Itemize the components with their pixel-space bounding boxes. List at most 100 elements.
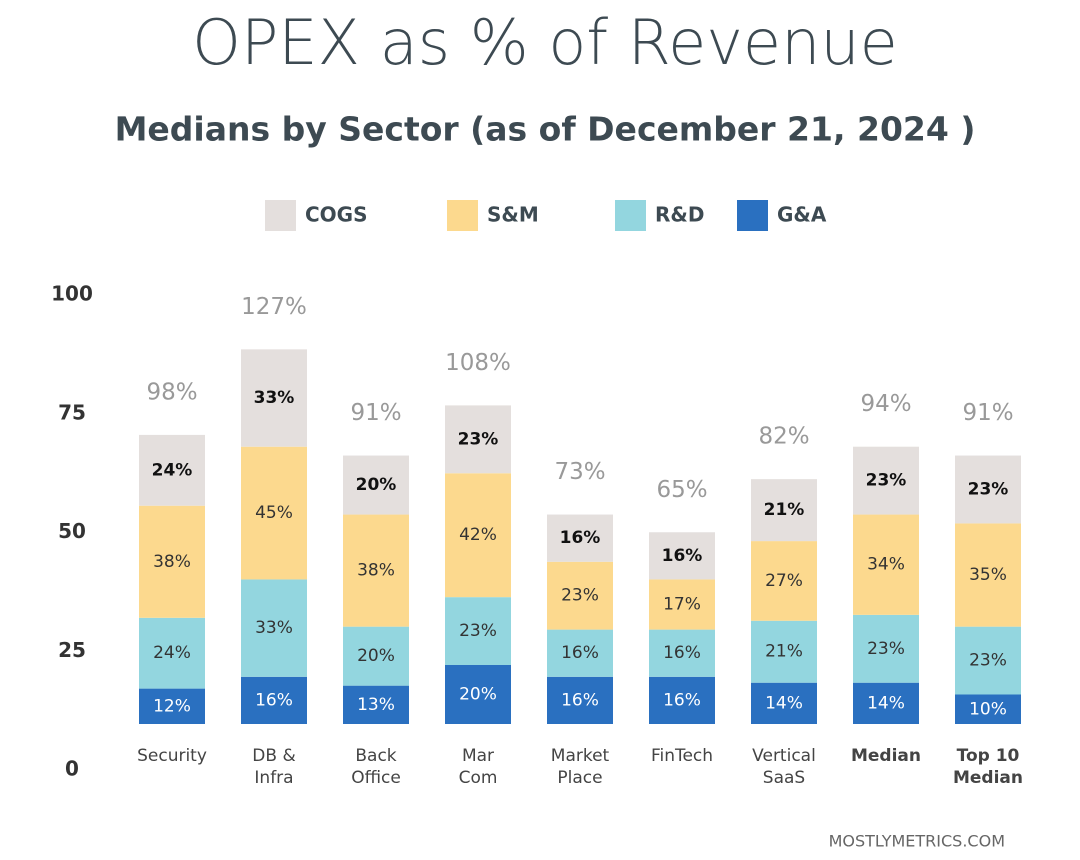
data-label: 23%	[866, 471, 907, 491]
data-label: 17%	[663, 595, 701, 615]
data-label: 35%	[969, 565, 1007, 585]
bar-segment	[751, 682, 817, 724]
data-label: 16%	[560, 528, 601, 548]
data-label: 23%	[561, 586, 599, 606]
total-label: 94%	[860, 391, 911, 417]
bar-segment	[241, 676, 307, 724]
data-label: 34%	[867, 555, 905, 575]
x-tick-label: Office	[351, 768, 401, 788]
legend-label: COGS	[305, 203, 368, 227]
bar-segment	[343, 514, 409, 627]
total-label: 127%	[241, 294, 307, 320]
data-label: 16%	[561, 690, 599, 710]
legend-label: S&M	[487, 203, 539, 227]
bar-segment	[343, 455, 409, 515]
bar-segment	[139, 505, 205, 618]
bar-segment	[751, 620, 817, 683]
x-tick-label: Mar	[462, 746, 494, 766]
y-tick-label: 0	[65, 757, 79, 781]
bar-segment	[955, 523, 1021, 627]
data-label: 20%	[357, 646, 395, 666]
bar-segment	[445, 665, 511, 724]
total-label: 65%	[656, 477, 707, 503]
data-label: 16%	[663, 643, 701, 663]
bar-segment	[955, 455, 1021, 524]
bar-segment	[853, 682, 919, 724]
total-label: 91%	[962, 400, 1013, 426]
data-label: 14%	[867, 693, 905, 713]
data-label: 10%	[969, 699, 1007, 719]
data-label: 23%	[969, 651, 1007, 671]
bar-segment	[853, 514, 919, 615]
data-label: 23%	[458, 429, 499, 449]
data-label: 45%	[255, 503, 293, 523]
x-tick-label: Median	[953, 768, 1023, 788]
bar-segment	[853, 446, 919, 515]
data-label: 16%	[662, 546, 703, 566]
bar-segment	[139, 434, 205, 506]
bar-segment	[649, 579, 715, 630]
x-tick-label: Infra	[254, 768, 293, 788]
x-tick-label: Place	[557, 768, 602, 788]
total-label: 73%	[554, 459, 605, 485]
data-label: 24%	[153, 643, 191, 663]
bar-segment	[649, 676, 715, 724]
total-label: 108%	[445, 350, 511, 376]
bar-segment	[547, 514, 613, 562]
bar-segment	[139, 688, 205, 724]
x-tick-label: Median	[851, 746, 921, 766]
x-tick-label: FinTech	[651, 746, 713, 766]
y-tick-label: 25	[58, 638, 86, 662]
bar-segment	[751, 479, 817, 542]
bar-segment	[139, 617, 205, 689]
bar-segment	[853, 614, 919, 683]
bar-segment	[445, 473, 511, 598]
bar-segment	[649, 629, 715, 677]
y-tick-label: 100	[51, 282, 93, 306]
data-label: 16%	[255, 690, 293, 710]
y-tick-label: 50	[58, 519, 86, 543]
legend-swatch	[737, 200, 768, 231]
data-label: 16%	[561, 643, 599, 663]
bar-segment	[445, 597, 511, 665]
x-tick-label: DB &	[252, 746, 295, 766]
data-label: 21%	[765, 642, 803, 662]
total-label: 82%	[758, 424, 809, 450]
bar-segment	[343, 685, 409, 724]
data-label: 23%	[459, 621, 497, 641]
data-label: 23%	[968, 479, 1009, 499]
data-label: 27%	[765, 571, 803, 591]
source: MOSTLYMETRICS.COM	[829, 832, 1005, 851]
x-tick-label: Com	[459, 768, 498, 788]
bar-segment	[547, 676, 613, 724]
bar-segment	[955, 694, 1021, 724]
x-tick-label: Market	[551, 746, 610, 766]
data-label: 42%	[459, 525, 497, 545]
data-label: 20%	[459, 685, 497, 705]
data-label: 33%	[255, 618, 293, 638]
bar-segment	[445, 405, 511, 474]
x-tick-label: Back	[355, 746, 396, 766]
bar-segment	[547, 629, 613, 677]
legend-swatch	[615, 200, 646, 231]
data-label: 16%	[663, 690, 701, 710]
y-tick-label: 75	[58, 400, 86, 424]
chart-title: OPEX as % of Revenue	[192, 6, 898, 79]
bar-segment	[547, 561, 613, 630]
bar-segment	[649, 532, 715, 580]
legend-swatch	[265, 200, 296, 231]
data-label: 13%	[357, 695, 395, 715]
data-label: 24%	[152, 460, 193, 480]
total-label: 91%	[350, 400, 401, 426]
chart-subtitle: Medians by Sector (as of December 21, 20…	[115, 110, 976, 149]
data-label: 38%	[153, 552, 191, 572]
bar-segment	[751, 541, 817, 621]
bar-segment	[241, 349, 307, 447]
bar-segment	[241, 579, 307, 677]
legend-label: G&A	[777, 203, 827, 227]
data-label: 38%	[357, 561, 395, 581]
bar-segment	[343, 626, 409, 686]
x-tick-label: Security	[137, 746, 207, 766]
legend-swatch	[447, 200, 478, 231]
